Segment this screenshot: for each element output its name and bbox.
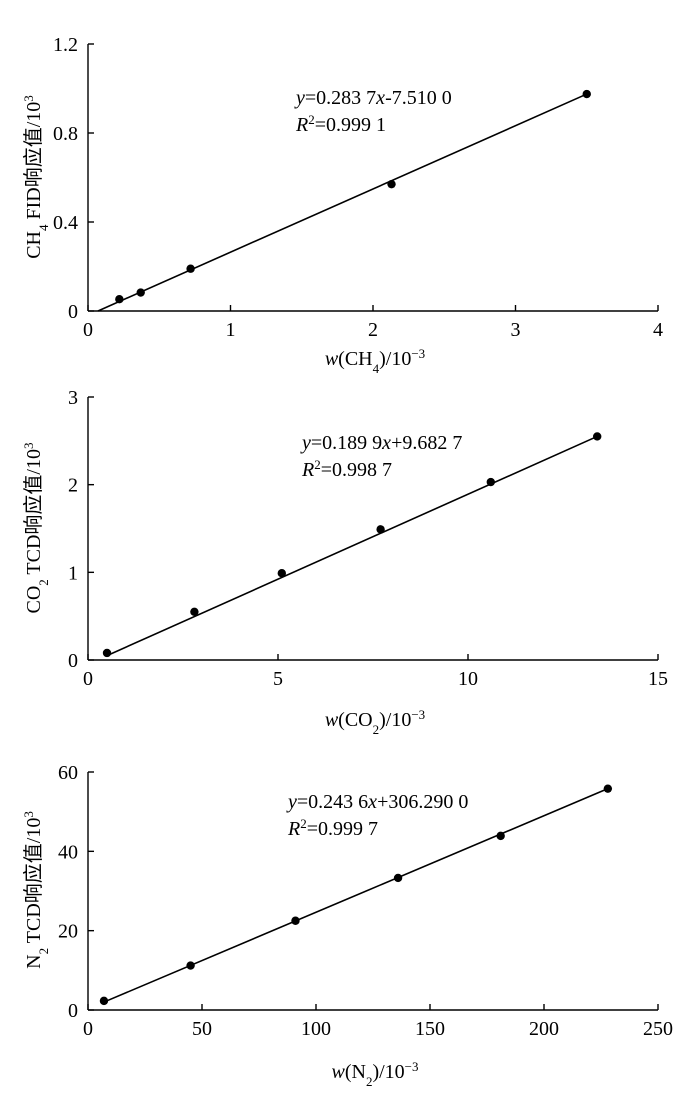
co2-fit-equation: y=0.189 9x+9.682 7 bbox=[300, 432, 462, 454]
co2-r-squared: R2=0.998 7 bbox=[301, 457, 392, 482]
n2-data-point bbox=[496, 831, 505, 841]
co2-x-tick-label: 5 bbox=[273, 668, 283, 690]
ch4-y-tick-label: 1.2 bbox=[53, 34, 78, 56]
co2-data-point bbox=[486, 477, 495, 487]
n2-x-tick-label: 250 bbox=[643, 1018, 673, 1040]
n2-x-axis-label: w(N2)/10−3 bbox=[331, 1059, 418, 1089]
co2-data-point bbox=[102, 648, 112, 658]
n2-data-point bbox=[291, 916, 300, 925]
ch4-data-point bbox=[582, 89, 591, 99]
co2-y-tick-label: 2 bbox=[68, 475, 78, 497]
n2-data-point bbox=[393, 873, 403, 883]
ch4-y-axis-label: CH4 FID响应值/103 bbox=[21, 95, 51, 259]
ch4-fit-equation: y=0.283 7x-7.510 0 bbox=[294, 87, 452, 109]
n2-fit-equation: y=0.243 6x+306.290 0 bbox=[286, 791, 468, 813]
ch4-r-squared: R2=0.999 1 bbox=[295, 112, 386, 137]
ch4-x-axis-label: w(CH4)/10−3 bbox=[325, 346, 425, 376]
n2-y-tick-label: 20 bbox=[58, 921, 78, 943]
n2-x-tick-label: 0 bbox=[83, 1018, 93, 1040]
ch4-data-point bbox=[115, 295, 124, 304]
ch4-data-point bbox=[387, 179, 396, 189]
ch4-x-tick-label: 1 bbox=[226, 319, 236, 341]
co2-y-tick-label: 1 bbox=[68, 562, 78, 584]
ch4-data-point bbox=[136, 288, 145, 297]
co2-data-point bbox=[190, 607, 199, 616]
n2-r-squared: R2=0.999 7 bbox=[287, 816, 378, 841]
ch4-fit-line bbox=[97, 93, 588, 312]
ch4-y-tick-label: 0.8 bbox=[53, 123, 78, 145]
n2-y-tick-label: 40 bbox=[58, 841, 78, 863]
ch4-y-tick-label: 0.4 bbox=[53, 212, 78, 234]
co2-y-tick-label: 3 bbox=[68, 387, 78, 409]
co2-fit-line bbox=[106, 435, 598, 657]
n2-panel: N2 TCD响应值/103 w(N2)/10−3 y=0.243 6x+306.… bbox=[21, 762, 674, 1089]
co2-data-point bbox=[277, 569, 286, 578]
n2-x-tick-label: 200 bbox=[529, 1018, 559, 1040]
ch4-x-tick-label: 0 bbox=[83, 319, 93, 341]
co2-data-point bbox=[593, 432, 602, 441]
co2-x-tick-label: 15 bbox=[648, 668, 668, 690]
n2-x-tick-label: 150 bbox=[415, 1018, 445, 1040]
n2-x-tick-label: 50 bbox=[192, 1018, 212, 1040]
ch4-data-point bbox=[186, 264, 195, 273]
n2-y-tick-label: 60 bbox=[58, 762, 78, 784]
n2-y-axis-label: N2 TCD响应值/103 bbox=[21, 811, 51, 969]
co2-y-tick-label: 0 bbox=[68, 650, 78, 672]
n2-y-tick-label: 0 bbox=[68, 1000, 78, 1022]
n2-data-point bbox=[603, 784, 613, 793]
ch4-panel: CH4 FID响应值/103 w(CH4)/10−3 y=0.283 7x-7.… bbox=[21, 34, 664, 376]
ch4-x-tick-label: 4 bbox=[653, 319, 663, 341]
co2-data-point bbox=[376, 525, 385, 534]
co2-panel: CO2 TCD响应值/103 w(CO2)/10−3 y=0.189 9x+9.… bbox=[21, 387, 669, 737]
ch4-x-tick-label: 3 bbox=[511, 319, 521, 341]
co2-y-axis-label: CO2 TCD响应值/103 bbox=[21, 443, 51, 614]
co2-x-tick-label: 0 bbox=[83, 668, 93, 690]
n2-x-tick-label: 100 bbox=[301, 1018, 331, 1040]
co2-x-axis-label: w(CO2)/10−3 bbox=[325, 707, 425, 737]
ch4-x-tick-label: 2 bbox=[368, 319, 378, 341]
ch4-y-tick-label: 0 bbox=[68, 301, 78, 323]
co2-x-tick-label: 10 bbox=[458, 668, 478, 690]
n2-data-point bbox=[186, 961, 195, 970]
n2-data-point bbox=[99, 996, 109, 1006]
